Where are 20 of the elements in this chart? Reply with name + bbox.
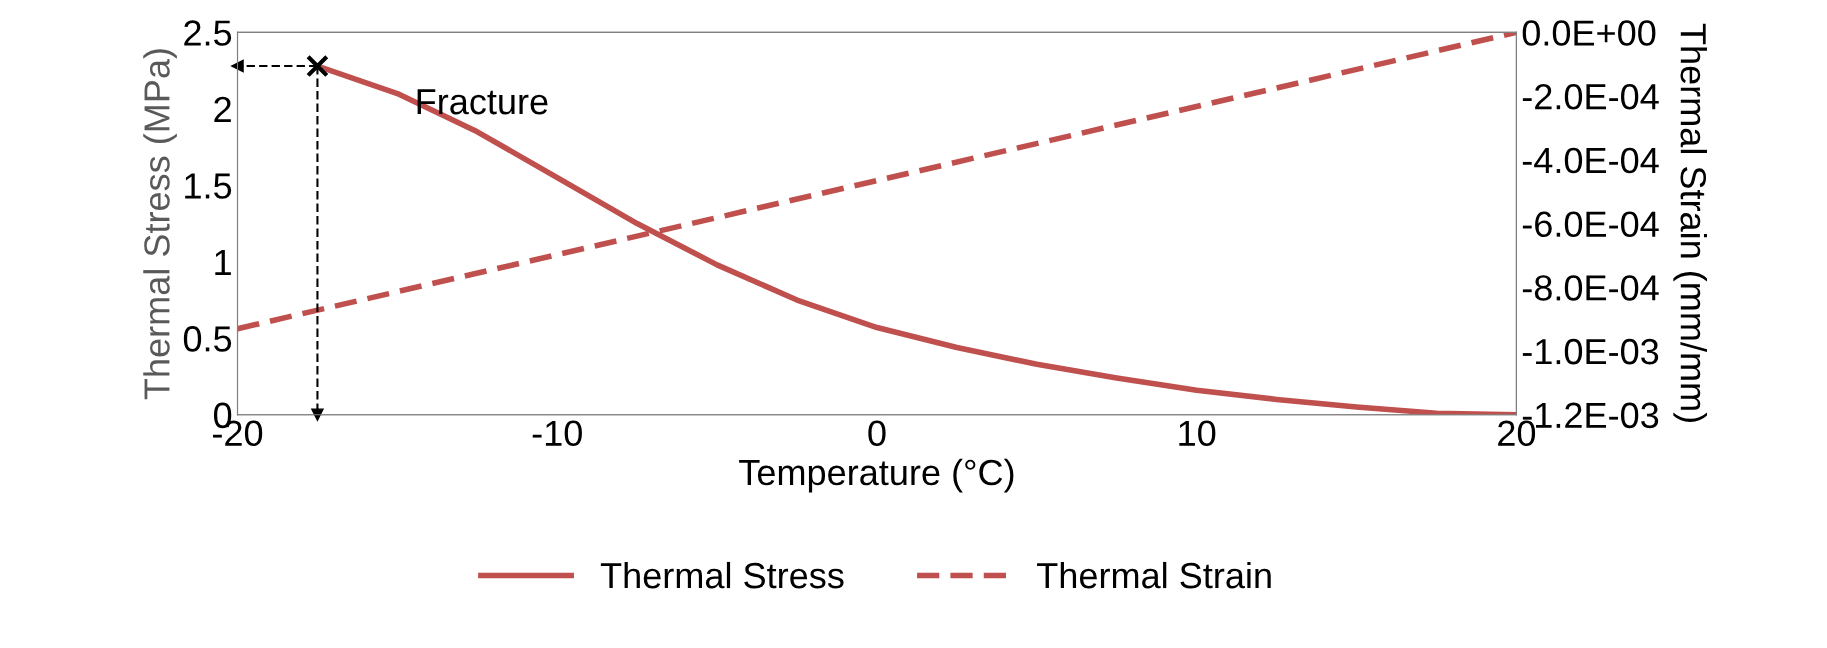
y-tick-label: 2 xyxy=(214,96,231,122)
y2-tick-label: 0.0E+00 xyxy=(1522,20,1656,46)
y2-tick-label: -8.0E-04 xyxy=(1522,275,1659,301)
x-axis-title: Temperature (°C) xyxy=(739,458,1014,493)
y2-axis-title: Thermal Strain (mm/mm) xyxy=(1673,23,1707,422)
y2-tick-label: -2.0E-04 xyxy=(1522,83,1659,110)
y2-tick-label: -4.0E-04 xyxy=(1522,147,1659,174)
x-tick-label: -10 xyxy=(532,420,582,447)
annotation: Fracture xyxy=(417,89,548,115)
x-tick-label: 10 xyxy=(1179,420,1216,447)
x-tick-label: 0 xyxy=(868,420,886,447)
legend-label: Thermal Strain xyxy=(1037,561,1271,589)
y2-tick-label: -1.0E-03 xyxy=(1522,338,1659,365)
y-tick-label: 1 xyxy=(215,250,231,275)
y-tick-label: 2.5 xyxy=(184,20,232,46)
y-tick-label: 0.5 xyxy=(183,326,232,352)
y-axis-title: Thermal Stress (MPa) xyxy=(143,49,177,400)
y-tick-label: 1.5 xyxy=(185,173,232,199)
legend-label: Thermal Stress xyxy=(600,561,844,589)
y2-tick-label: -6.0E-04 xyxy=(1522,211,1659,237)
